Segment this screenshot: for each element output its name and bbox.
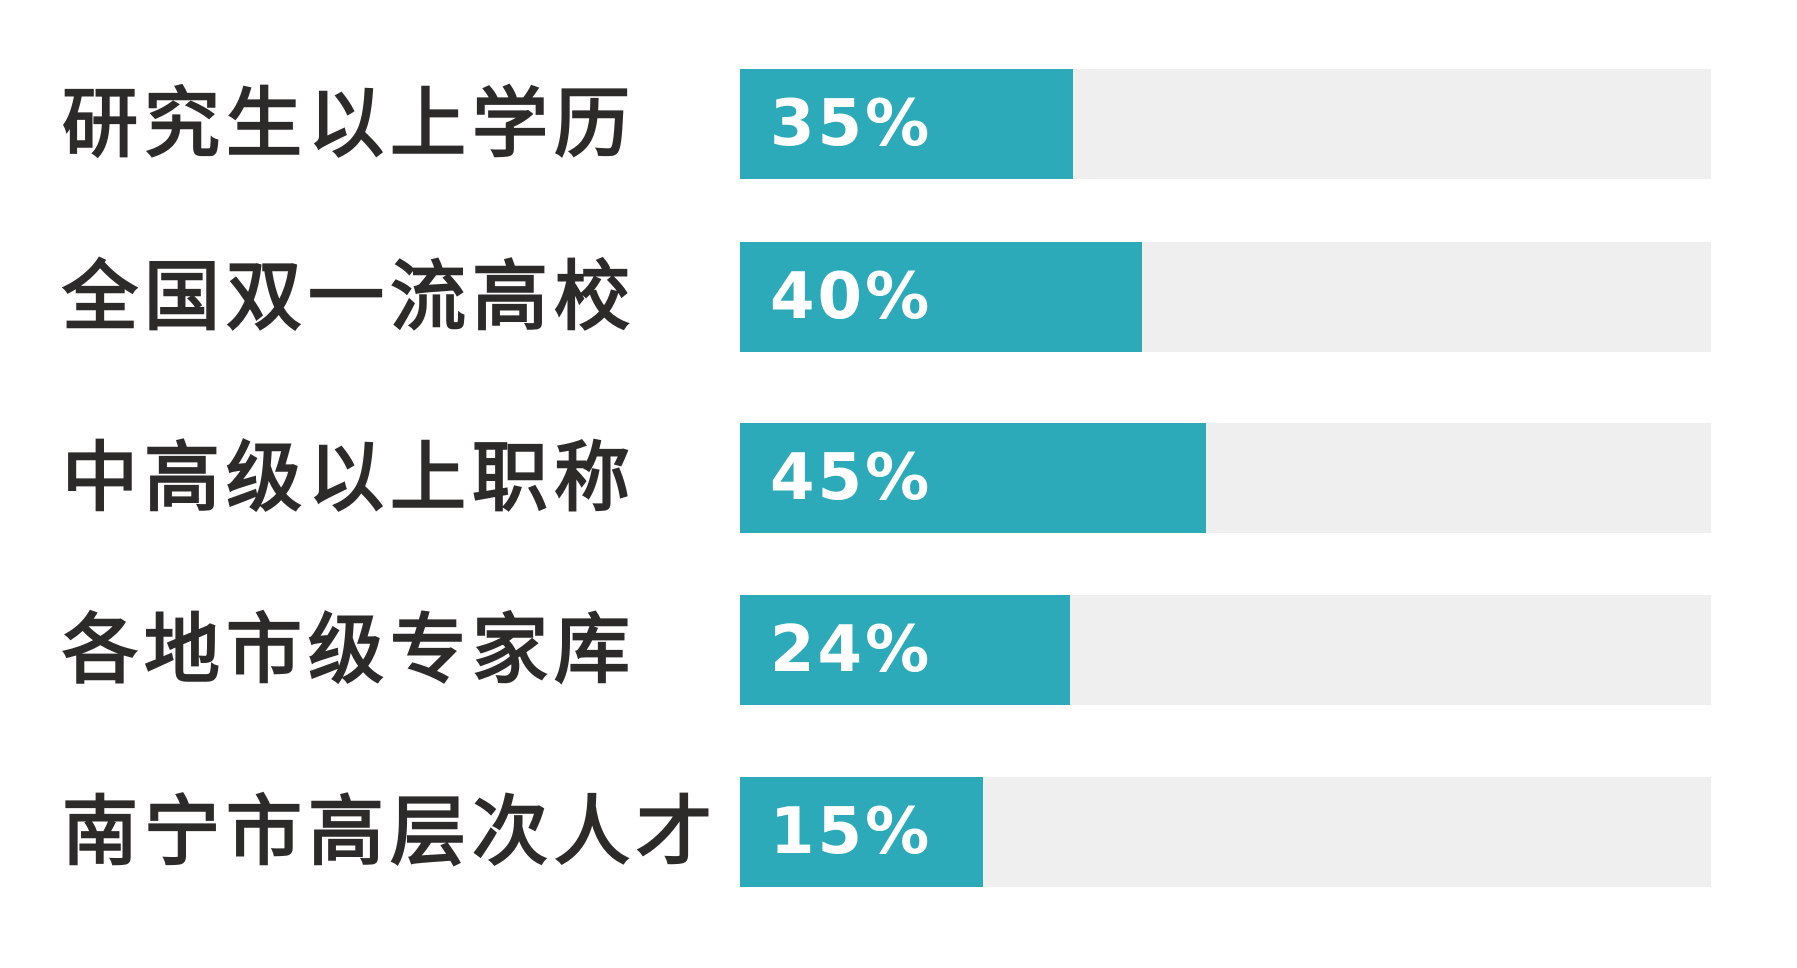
value-label: 45% [770, 441, 933, 515]
bar-fill [740, 595, 1071, 705]
bar-track: 15% [740, 777, 1711, 887]
bar-fill [740, 777, 983, 887]
value-label: 40% [770, 260, 933, 334]
bar-fill [740, 423, 1207, 533]
value-label: 24% [770, 613, 933, 687]
value-label: 35% [770, 87, 933, 161]
value-label: 15% [770, 795, 933, 869]
category-label: 研究生以上学历 [62, 79, 636, 168]
bar-track: 45% [740, 423, 1711, 533]
bar-row: 南宁市高层次人才 15% [0, 777, 1797, 887]
category-label: 南宁市高层次人才 [62, 787, 718, 876]
bar-row: 研究生以上学历 35% [0, 69, 1797, 179]
bar-track: 35% [740, 69, 1711, 179]
bar-fill [740, 69, 1074, 179]
category-label: 全国双一流高校 [62, 252, 636, 341]
bar-track: 24% [740, 595, 1711, 705]
bar-row: 全国双一流高校 40% [0, 242, 1797, 352]
bar-row: 各地市级专家库 24% [0, 595, 1797, 705]
bar-row: 中高级以上职称 45% [0, 423, 1797, 533]
category-label: 各地市级专家库 [62, 605, 636, 694]
bar-fill [740, 242, 1142, 352]
bar-track: 40% [740, 242, 1711, 352]
category-label: 中高级以上职称 [62, 433, 636, 522]
